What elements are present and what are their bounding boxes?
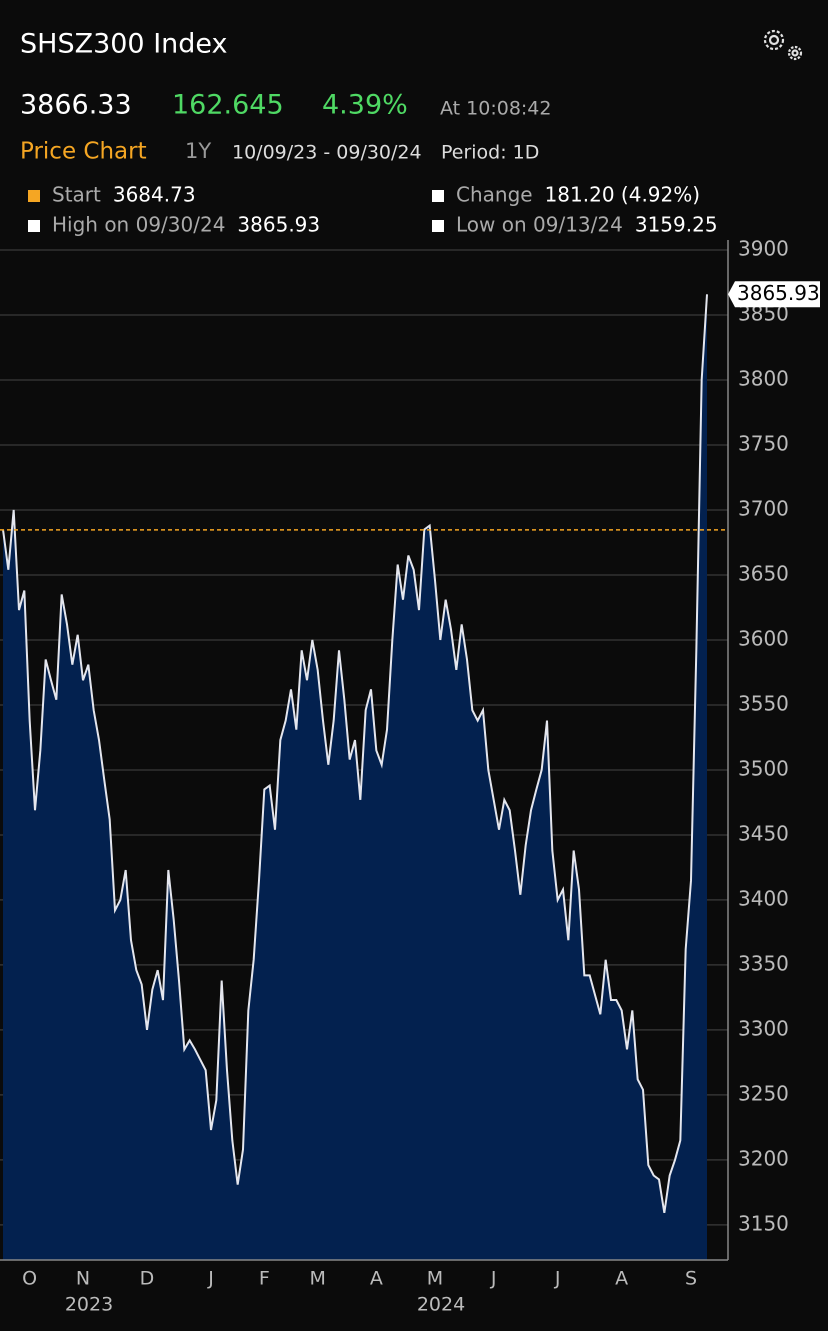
y-tick-label: 3300 [738,1016,789,1040]
y-tick-label: 3750 [738,431,789,455]
stat-label: High on 09/30/24 [52,213,225,237]
y-tick-label: 3400 [738,886,789,910]
stat-value: 3159.25 [635,213,718,237]
y-tick-label: 3650 [738,561,789,585]
stat-value: 181.20 (4.92%) [545,183,700,207]
y-tick-label: 3350 [738,951,789,975]
area-fill [3,294,707,1260]
x-tick-label: J [554,1268,561,1290]
y-tick-label: 3200 [738,1146,789,1170]
year-label: 2024 [417,1294,465,1316]
x-tick-label: N [76,1268,90,1290]
y-tick-label: 3700 [738,496,789,520]
stat-value: 3865.93 [237,213,320,237]
x-tick-label: F [259,1268,270,1290]
stat-label: Start [52,183,101,207]
last-value-tag [728,281,820,308]
stat-swatch [28,220,40,232]
last-value-label: 3865.93 [737,281,820,305]
year-label: 2023 [65,1294,113,1316]
stat-swatch [432,220,444,232]
stat-swatch [28,190,40,202]
stat-label: Change [456,183,533,207]
y-tick-label: 3150 [738,1211,789,1235]
stat-value: 3684.73 [113,183,196,207]
x-tick-label: O [22,1268,37,1290]
x-tick-label: J [207,1268,214,1290]
settings-icon[interactable] [763,29,803,61]
time: At 10:08:42 [440,98,552,120]
stat-swatch [432,190,444,202]
range[interactable]: 1Y [185,139,211,163]
x-tick-label: J [490,1268,497,1290]
x-tick-label: A [370,1268,383,1290]
y-tick-label: 3250 [738,1081,789,1105]
y-tick-label: 3450 [738,821,789,845]
stat-label: Low on 09/13/24 [456,213,623,237]
y-tick-label: 3500 [738,756,789,780]
y-tick-label: 3800 [738,366,789,390]
change-pct: 4.39% [322,90,408,121]
x-tick-label: M [427,1268,443,1290]
x-tick-label: A [615,1268,628,1290]
y-tick-label: 3550 [738,691,789,715]
chart-label[interactable]: Price Chart [20,139,147,165]
y-tick-label: 3900 [738,237,789,261]
change: 162.645 [172,90,284,121]
x-tick-label: M [309,1268,325,1290]
title: SHSZ300 Index [20,29,228,60]
dates: 10/09/23 - 09/30/24 [232,142,422,164]
period[interactable]: Period: 1D [441,142,539,164]
price-line [2,294,708,1214]
y-tick-label: 3600 [738,626,789,650]
x-tick-label: S [685,1268,697,1290]
x-tick-label: D [140,1268,155,1290]
price: 3866.33 [20,90,132,121]
